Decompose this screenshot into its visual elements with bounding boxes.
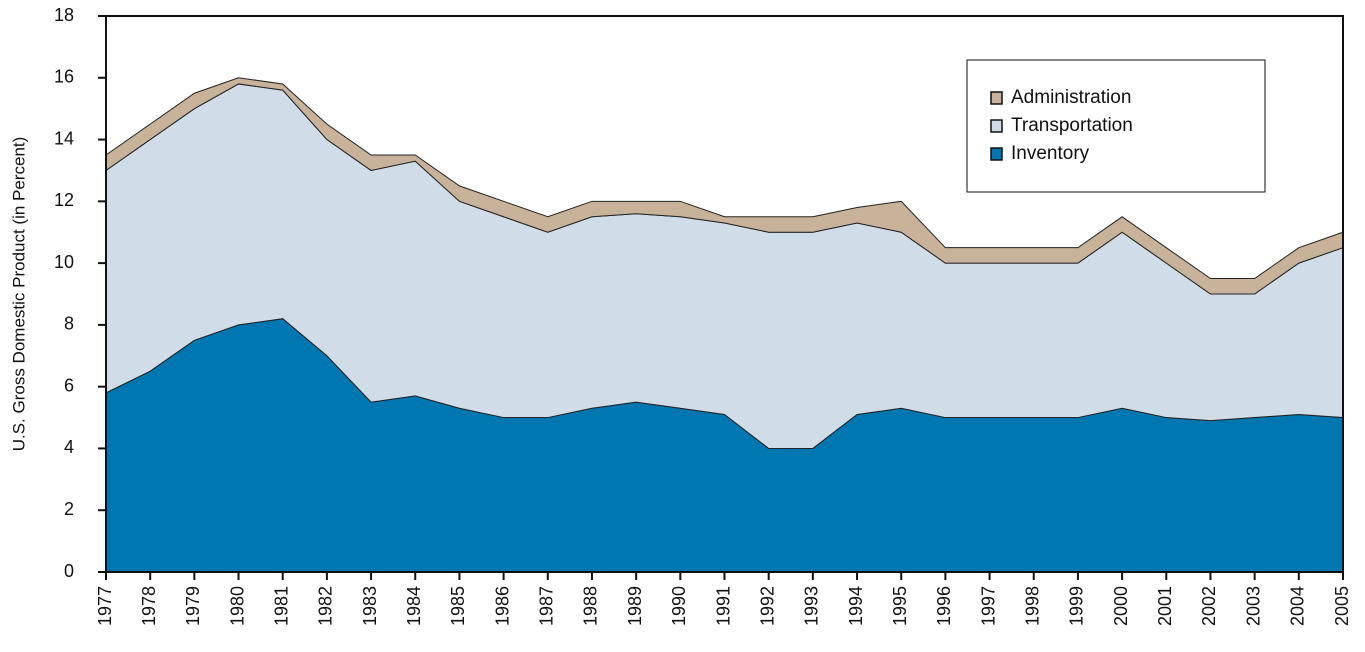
legend-swatch	[990, 91, 1003, 105]
x-tick-label: 1979	[183, 586, 203, 626]
x-tick-label: 1994	[846, 586, 866, 626]
x-tick-label: 2004	[1288, 586, 1308, 626]
x-tick-label: 1977	[95, 586, 115, 626]
x-tick-label: 2000	[1111, 586, 1131, 626]
y-tick-label: 0	[64, 561, 74, 581]
x-tick-label: 1984	[404, 586, 424, 626]
y-tick-label: 12	[54, 190, 74, 210]
x-tick-label: 1989	[625, 586, 645, 626]
x-tick-label: 1995	[890, 586, 910, 626]
y-tick-label: 4	[64, 437, 74, 457]
x-tick-label: 1978	[139, 586, 159, 626]
x-tick-label: 1997	[978, 586, 998, 626]
legend-label: Administration	[1011, 87, 1131, 108]
x-tick-label: 1990	[669, 586, 689, 626]
x-tick-label: 1998	[1023, 586, 1043, 626]
y-tick-label: 10	[54, 252, 74, 272]
x-tick-label: 1982	[316, 586, 336, 626]
x-tick-label: 2001	[1155, 586, 1175, 626]
x-tick-label: 1986	[492, 586, 512, 626]
x-tick-label: 2005	[1332, 586, 1352, 626]
x-tick-label: 2003	[1243, 586, 1263, 626]
x-tick-label: 1985	[448, 586, 468, 626]
x-tick-label: 1992	[757, 586, 777, 626]
y-tick-label: 16	[54, 67, 74, 87]
y-tick-label: 2	[64, 499, 74, 519]
legend-swatch	[990, 119, 1003, 133]
legend-label: Inventory	[1011, 143, 1090, 164]
x-tick-label: 1996	[934, 586, 954, 626]
x-tick-label: 1987	[537, 586, 557, 626]
y-tick-label: 6	[64, 375, 74, 395]
x-tick-label: 1981	[271, 586, 291, 626]
x-tick-label: 1999	[1067, 586, 1087, 626]
x-tick-label: 1983	[360, 586, 380, 626]
legend-label: Transportation	[1011, 115, 1133, 136]
legend-swatch	[990, 147, 1003, 161]
y-tick-label: 8	[64, 314, 74, 334]
x-tick-label: 1980	[227, 586, 247, 626]
x-tick-label: 1991	[713, 586, 733, 626]
y-axis-label: U.S. Gross Domestic Product (in Percent)	[9, 137, 28, 452]
x-tick-label: 1988	[581, 586, 601, 626]
y-tick-label: 18	[54, 5, 74, 25]
x-tick-label: 2002	[1199, 586, 1219, 626]
y-tick-label: 14	[54, 128, 74, 148]
legend-box	[966, 59, 1266, 193]
x-tick-label: 1993	[802, 586, 822, 626]
